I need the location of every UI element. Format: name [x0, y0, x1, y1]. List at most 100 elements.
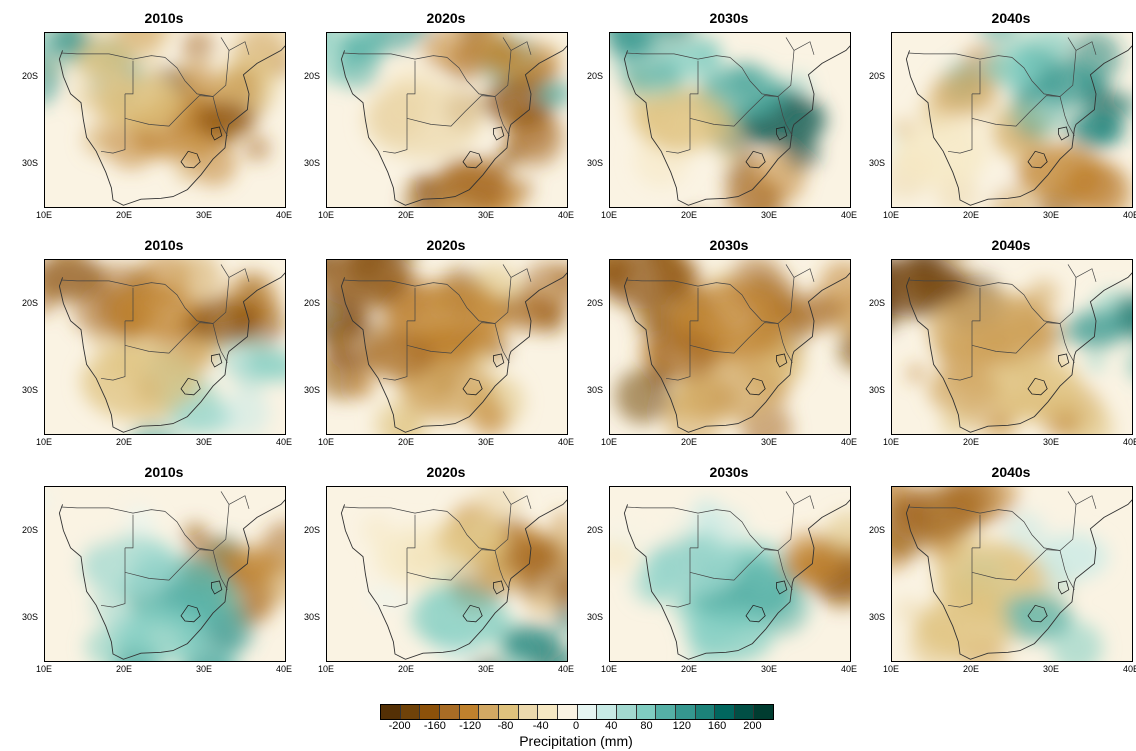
precipitation-field	[892, 33, 1132, 207]
country-border	[60, 52, 166, 60]
lesotho-border	[180, 604, 201, 623]
lat-tick-label: 20S	[303, 524, 320, 535]
lesotho-border	[462, 377, 483, 396]
lesotho-border	[1027, 604, 1048, 623]
coastline	[905, 272, 1132, 433]
lat-tick-label: 30S	[303, 157, 320, 168]
country-border	[690, 60, 699, 95]
lat-tick-label: 30S	[868, 384, 885, 395]
lon-tick-label: 10E	[600, 664, 617, 674]
country-border	[1059, 323, 1075, 363]
map-frame	[44, 32, 286, 208]
lat-tick-label: 30S	[303, 611, 320, 622]
country-border	[342, 52, 448, 60]
lon-tick-label: 40E	[840, 437, 857, 447]
lat-tick-label: 30S	[21, 611, 38, 622]
lon-tick-label: 40E	[557, 664, 574, 674]
map-frame	[609, 259, 851, 435]
colorbar-swatch	[400, 705, 421, 719]
precipitation-field	[892, 487, 1132, 661]
panel-title: 2040s	[991, 464, 1031, 480]
lesotho-border	[462, 150, 483, 169]
lat-tick-label: 30S	[586, 611, 603, 622]
panel-title: 2020s	[426, 10, 466, 26]
panel-title: 2030s	[709, 464, 749, 480]
lon-tick-label: 10E	[882, 437, 899, 447]
lon-tick-label: 30E	[195, 437, 212, 447]
colorbar-swatch	[381, 705, 401, 719]
country-border	[947, 320, 973, 381]
lon-tick-label: 10E	[35, 210, 52, 220]
panel-title: 2010s	[144, 237, 184, 253]
colorbar-title: Precipitation (mm)	[519, 733, 633, 749]
panel-title: 2030s	[709, 237, 749, 253]
panel-title: 2040s	[991, 237, 1031, 253]
country-border	[793, 41, 815, 55]
colorbar-swatch	[715, 705, 735, 719]
country-border	[494, 323, 510, 363]
lesotho-border	[180, 377, 201, 396]
lon-tick-label: 20E	[115, 664, 132, 674]
coastline	[340, 45, 567, 206]
country-border	[342, 506, 448, 514]
country-border	[690, 514, 699, 549]
panel-title: 2010s	[144, 10, 184, 26]
lon-tick-label: 10E	[600, 437, 617, 447]
precipitation-field	[610, 260, 850, 434]
lon-tick-label: 20E	[962, 664, 979, 674]
lon-tick-label: 10E	[35, 664, 52, 674]
country-border	[689, 95, 779, 127]
colorbar-swatch	[597, 705, 617, 719]
lat-tick-label: 20S	[21, 70, 38, 81]
country-border	[124, 322, 214, 354]
colorbar-swatch	[754, 705, 774, 719]
precipitation-field	[327, 260, 567, 434]
precipitation-field	[892, 260, 1132, 434]
country-border	[1059, 550, 1075, 590]
map-frame	[326, 259, 568, 435]
lon-tick-label: 20E	[115, 210, 132, 220]
lon-tick-label: 30E	[760, 437, 777, 447]
lon-tick-label: 40E	[840, 664, 857, 674]
lat-tick-label: 20S	[303, 297, 320, 308]
map-panel: 2010s 20S 30S 10E 20E 30E 40E	[4, 237, 304, 463]
country-border	[947, 547, 973, 608]
country-border	[382, 93, 408, 154]
country-border	[212, 550, 228, 590]
lat-tick-label: 30S	[21, 384, 38, 395]
colorbar-swatch	[498, 705, 519, 719]
map-panel: 2020s 20S 30S 10E 20E 30E 40E	[286, 10, 586, 236]
lon-tick-label: 30E	[1042, 210, 1059, 220]
map-panel: 2040s 20S 30S 10E 20E 30E 40E	[851, 237, 1136, 463]
country-border	[665, 320, 691, 381]
lon-tick-label: 20E	[680, 210, 697, 220]
lon-tick-label: 40E	[557, 437, 574, 447]
country-border	[125, 287, 134, 322]
map-panel: 2020s 20S 30S 10E 20E 30E 40E	[286, 237, 586, 463]
lon-tick-label: 40E	[1122, 210, 1136, 220]
eswatini-border	[775, 580, 788, 595]
country-border	[228, 41, 250, 55]
lat-tick-label: 30S	[21, 157, 38, 168]
lon-tick-label: 10E	[317, 437, 334, 447]
country-border	[125, 60, 134, 95]
country-border	[406, 322, 496, 354]
colorbar-swatch	[656, 705, 676, 719]
colorbar-tick-label: 200	[743, 720, 762, 732]
lon-tick-label: 30E	[195, 664, 212, 674]
map-frame	[326, 32, 568, 208]
colorbar-tick-label: 160	[707, 720, 727, 732]
lat-tick-label: 30S	[868, 611, 885, 622]
country-border	[494, 96, 510, 136]
country-border	[407, 60, 416, 95]
country-border	[947, 93, 973, 154]
map-frame	[891, 32, 1133, 208]
map-frame	[44, 259, 286, 435]
colorbar-tick-label: -160	[423, 720, 446, 732]
country-border	[793, 268, 815, 282]
country-border	[625, 279, 731, 287]
eswatini-border	[1057, 126, 1070, 141]
precipitation-field	[610, 487, 850, 661]
country-border	[971, 549, 1061, 581]
precipitation-field	[45, 487, 285, 661]
